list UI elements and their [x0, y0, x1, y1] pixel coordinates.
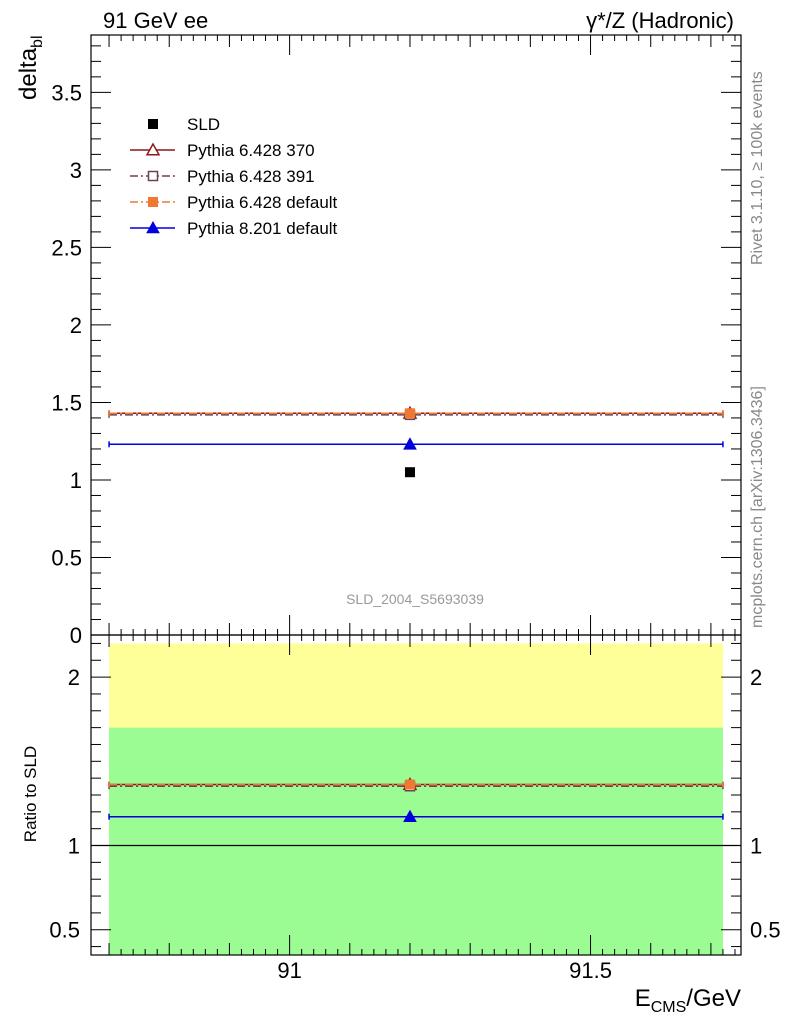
- header-left: 91 GeV ee: [103, 8, 208, 33]
- y-tick-label: 3: [70, 158, 82, 183]
- ratio-series-point-2: [404, 779, 415, 790]
- header-right: γ*/Z (Hadronic): [586, 8, 734, 33]
- x-tick-label: 91: [277, 958, 301, 983]
- y-tick-label: 2.5: [51, 235, 82, 260]
- legend-marker-1: [147, 170, 159, 182]
- ratio-y-tick-label-right: 1: [750, 834, 762, 859]
- legend-label-2: Pythia 6.428 default: [187, 193, 338, 212]
- legend-marker-3: [146, 220, 160, 234]
- y-tick-label: 3.5: [51, 80, 82, 105]
- legend-label-1: Pythia 6.428 391: [187, 167, 315, 186]
- y-tick-label: 1.5: [51, 390, 82, 415]
- rivet-label: Rivet 3.1.10, ≥ 100k events: [749, 71, 766, 265]
- series-point-3: [403, 437, 417, 450]
- mcplots-label: mcplots.cern.ch [arXiv:1306.3436]: [749, 386, 766, 628]
- analysis-tag: SLD_2004_S5693039: [346, 591, 484, 607]
- data-point-sld: [404, 467, 415, 478]
- legend-label-sld: SLD: [187, 115, 220, 134]
- ratio-y-tick-label-right: 2: [750, 665, 762, 690]
- legend-label-0: Pythia 6.428 370: [187, 141, 315, 160]
- ratio-series-point-3: [403, 809, 417, 823]
- ratio-y-tick-label-right: 0.5: [750, 918, 781, 943]
- ratio-y-tick-label-left: 0.5: [49, 918, 80, 943]
- ratio-y-tick-label-left: 1: [68, 834, 80, 859]
- y-tick-label: 0: [70, 623, 82, 648]
- ratio-y-axis-label: Ratio to SLD: [21, 746, 40, 842]
- y-tick-label: 0.5: [51, 545, 82, 570]
- x-axis-label: ECMS/GeV: [635, 985, 741, 1016]
- x-tick-label: 91.5: [569, 958, 612, 983]
- uncertainty-band-1: [109, 727, 723, 955]
- legend-label-3: Pythia 8.201 default: [187, 219, 338, 238]
- ratio-panel: 91 91.5 ECMS/GeV 0.5 0.5 1 1 2 2 Ratio to SLD: [21, 634, 781, 1016]
- ratio-y-tick-label-left: 2: [68, 665, 80, 690]
- y-tick-label: 2: [70, 313, 82, 338]
- legend-marker-2: [148, 197, 158, 207]
- series-point-2: [404, 408, 415, 419]
- y-tick-label: 1: [70, 468, 82, 493]
- y-axis-label: deltabl: [15, 36, 46, 101]
- legend-marker-0: [145, 142, 161, 156]
- legend-marker-sld: [148, 119, 158, 129]
